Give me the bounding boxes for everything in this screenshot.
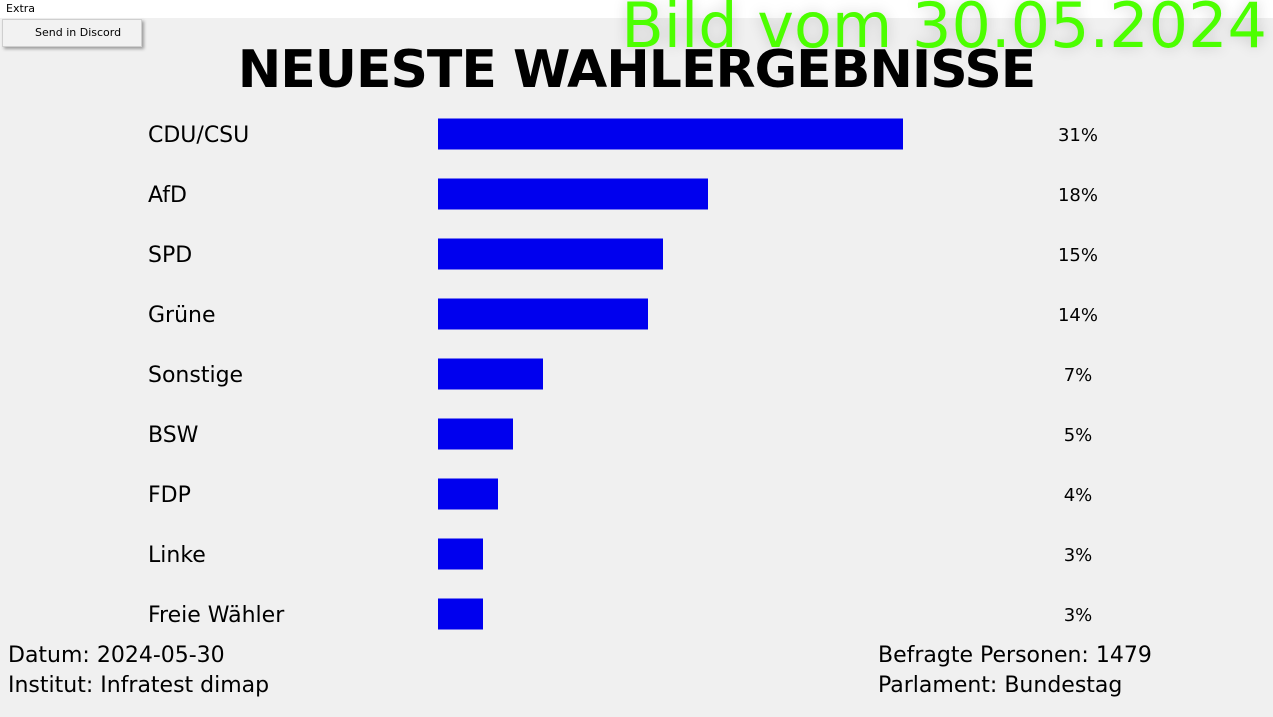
- value-label: 14%: [1058, 305, 1098, 326]
- category-label: Linke: [148, 543, 206, 568]
- bar: [438, 298, 648, 330]
- election-results-chart: CDU/CSU 31% AfD 18% SPD 15% Grüne 14% Sonstige 7%…: [148, 118, 1098, 630]
- bar: [438, 538, 483, 570]
- category-label: Grüne: [148, 303, 216, 328]
- bar: [438, 418, 513, 450]
- send-in-discord-menu-item[interactable]: Send in Discord: [35, 26, 122, 39]
- bar: [438, 178, 708, 210]
- value-label: 18%: [1058, 185, 1098, 206]
- value-label: 5%: [1064, 425, 1093, 446]
- category-label: Sonstige: [148, 363, 243, 388]
- extra-dropdown-menu: Send in Discord: [2, 19, 142, 47]
- page-title: NEUESTE WAHLERGEBNISSE: [237, 40, 1037, 100]
- category-label: SPD: [148, 243, 192, 268]
- value-label: 4%: [1064, 485, 1093, 506]
- bar: [438, 598, 483, 630]
- category-label: AfD: [148, 183, 187, 208]
- bar: [438, 478, 498, 510]
- category-label: BSW: [148, 423, 199, 448]
- bar: [438, 358, 543, 390]
- bar: [438, 238, 663, 270]
- footer-befragte: Befragte Personen: 1479: [878, 643, 1152, 668]
- menu-bar: Extra: [0, 0, 1273, 18]
- category-label: CDU/CSU: [148, 123, 249, 148]
- footer-datum: Datum: 2024-05-30: [8, 643, 225, 668]
- menu-extra[interactable]: Extra: [6, 2, 36, 15]
- category-label: FDP: [148, 483, 191, 508]
- date-stamp: Bild vom 30.05.2024: [621, 0, 1267, 62]
- value-label: 3%: [1064, 605, 1093, 626]
- value-label: 31%: [1058, 125, 1098, 146]
- value-label: 3%: [1064, 545, 1093, 566]
- footer-institut: Institut: Infratest dimap: [8, 673, 270, 698]
- category-label: Freie Wähler: [148, 603, 285, 628]
- value-label: 15%: [1058, 245, 1098, 266]
- value-label: 7%: [1064, 365, 1093, 386]
- footer-parlament: Parlament: Bundestag: [878, 673, 1123, 698]
- bar: [438, 118, 903, 150]
